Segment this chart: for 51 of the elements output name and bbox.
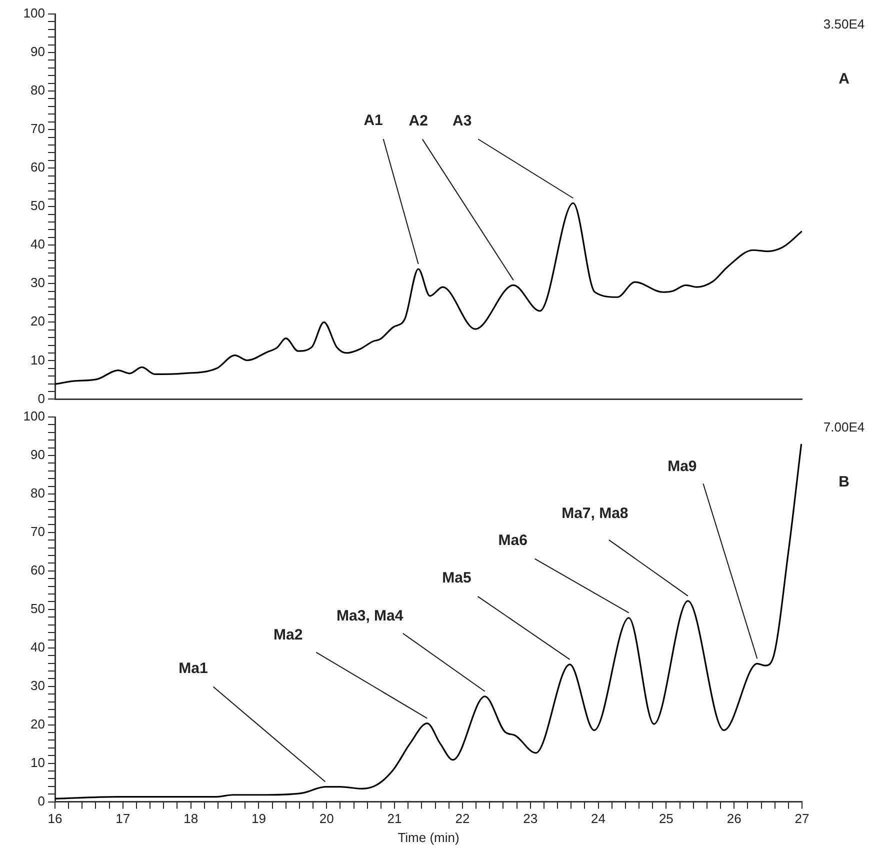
text: 7.00E4: [823, 420, 865, 434]
x-tick-label: 24: [591, 811, 606, 826]
y-tick-label: 30: [30, 678, 45, 693]
x-tick-label: 21: [387, 811, 402, 826]
annotation: Ma9: [668, 458, 697, 475]
annotation: Ma2: [274, 626, 303, 644]
annotation: Ma3, Ma4: [336, 608, 404, 625]
x-tick-label: 22: [455, 811, 470, 826]
y-tick-label: 80: [30, 486, 45, 501]
y-tick-label: 20: [30, 716, 45, 732]
annotation: A2: [408, 112, 428, 130]
y-tick-label: 100: [23, 408, 45, 424]
text: B: [838, 474, 850, 490]
annotation: A1: [364, 112, 383, 130]
y-tick-label: 0: [38, 793, 45, 808]
y-tick-label: 60: [30, 562, 45, 578]
text: A: [838, 70, 850, 88]
y-tick-label: 100: [23, 6, 45, 21]
y-tick-label: 40: [30, 639, 45, 654]
y-tick-label: 10: [30, 352, 45, 368]
y-tick-label: 70: [30, 121, 45, 136]
x-tick-label: 16: [48, 811, 62, 826]
y-tick-label: 50: [30, 600, 45, 616]
x-tick-label: 19: [251, 811, 266, 826]
annotation: A3: [452, 112, 472, 130]
annotation: Ma5: [442, 570, 472, 587]
x-tick-label: 27: [794, 811, 810, 826]
y-tick-label: 30: [30, 275, 45, 290]
annotation: Ma6: [498, 532, 528, 550]
line-series: [55, 202, 802, 385]
annotation: Ma1: [178, 660, 208, 677]
y-tick-label: 40: [30, 236, 45, 252]
x-axis-title: Time (min): [398, 830, 460, 845]
y-tick-label: 60: [30, 160, 45, 175]
y-tick-label: 90: [30, 447, 45, 462]
x-tick-label: 26: [726, 811, 742, 826]
y-tick-label: 10: [30, 754, 45, 770]
x-tick-label: 20: [319, 811, 334, 826]
x-tick-label: 25: [658, 811, 674, 826]
line-series: [55, 443, 802, 800]
x-tick-label: 18: [184, 811, 198, 826]
y-tick-label: 70: [30, 524, 45, 540]
y-tick-label: 80: [30, 82, 45, 98]
x-tick-label: 23: [523, 811, 538, 826]
text: 3.50E4: [823, 16, 865, 32]
x-tick-label: 17: [116, 811, 130, 826]
y-tick-label: 20: [30, 314, 45, 329]
y-tick-label: 50: [30, 198, 45, 214]
y-tick-label: 90: [30, 44, 45, 60]
y-tick-label: 0: [38, 390, 45, 406]
annotation: Ma7, Ma8: [562, 505, 628, 522]
